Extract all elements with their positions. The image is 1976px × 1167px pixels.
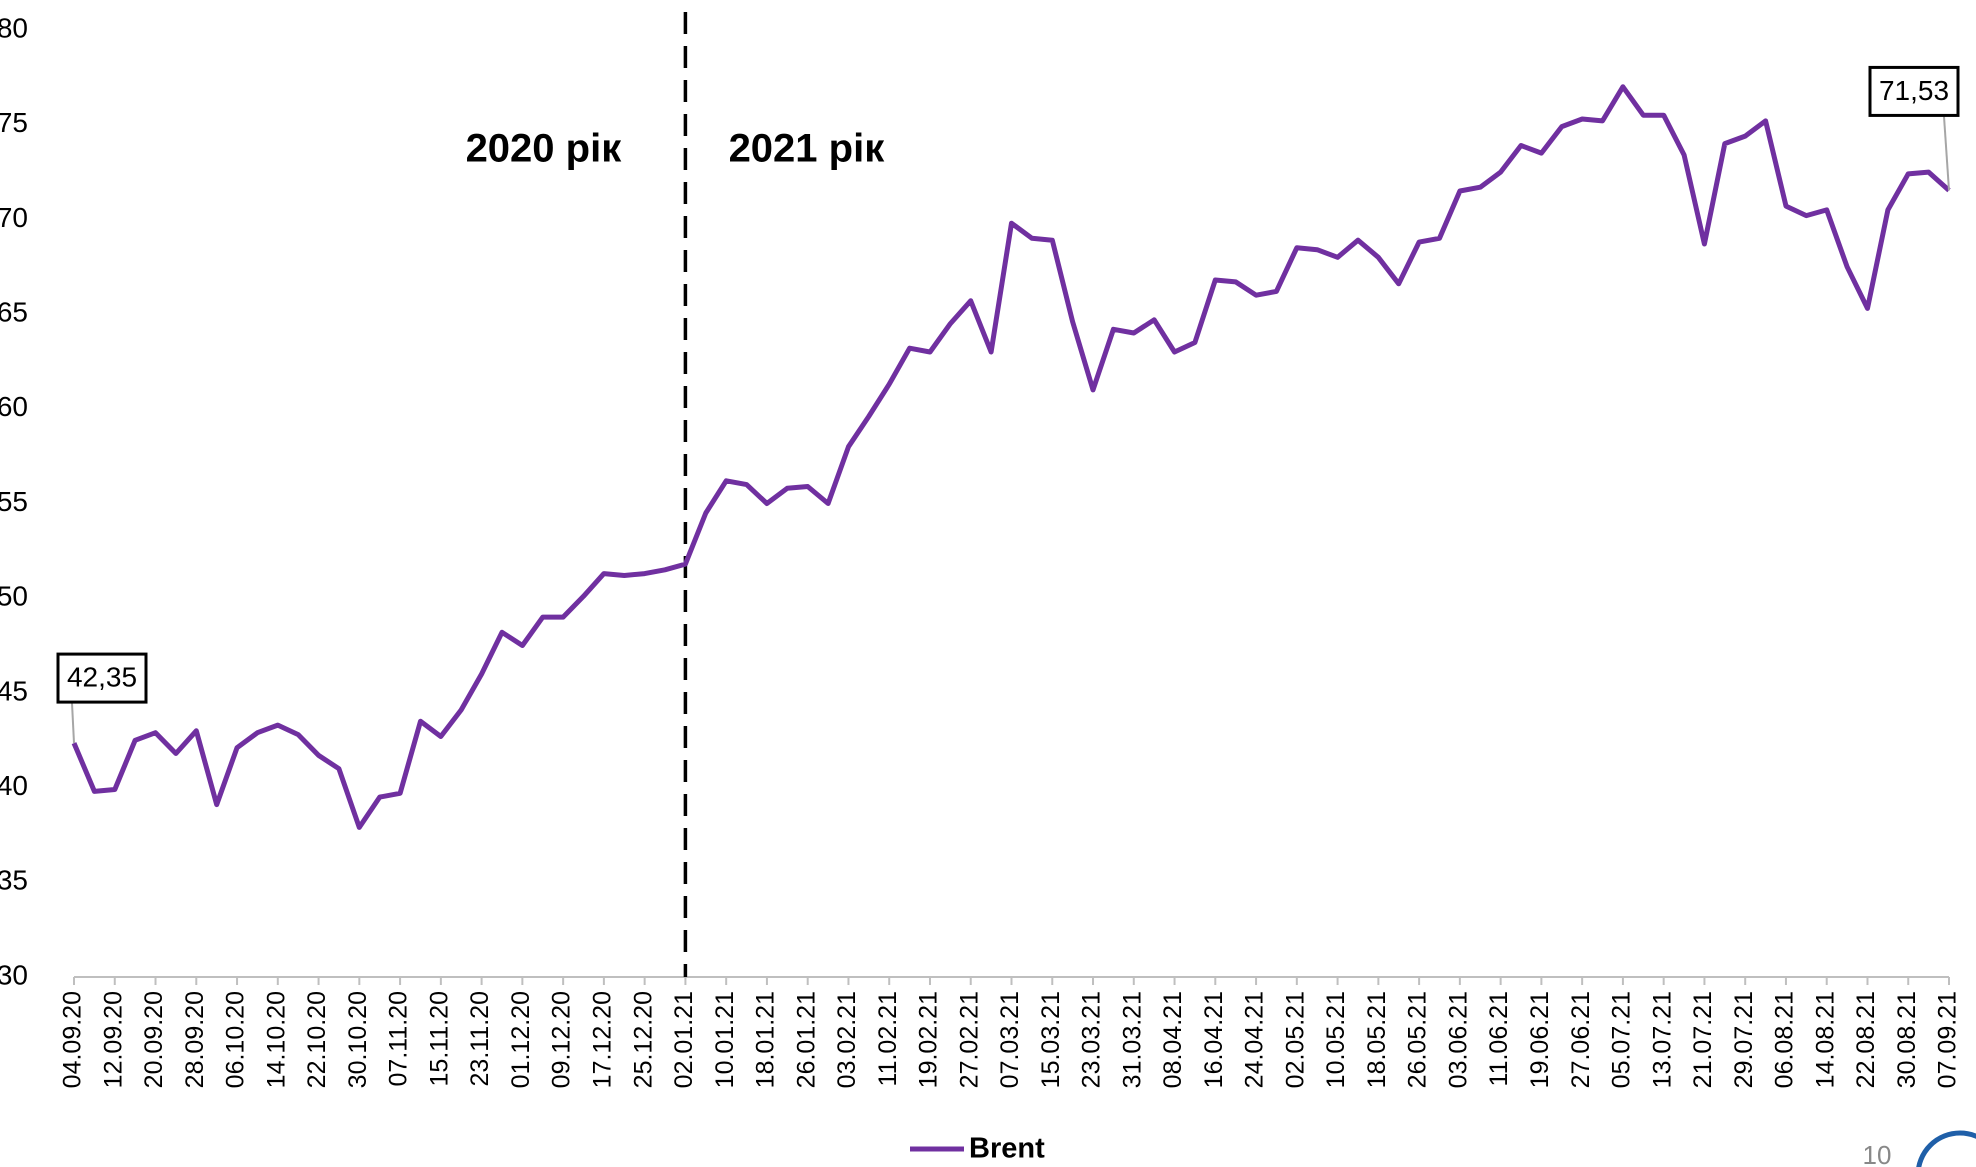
x-tick-label: 19.02.21 <box>915 991 943 1088</box>
annotation: 2020 рік <box>466 127 623 171</box>
x-tick-label: 09.12.20 <box>548 991 576 1088</box>
x-tick-label: 18.01.21 <box>752 991 780 1088</box>
x-tick-label: 22.10.20 <box>303 991 331 1088</box>
x-tick-label: 27.06.21 <box>1567 991 1595 1088</box>
y-tick-label: 60 <box>0 391 28 422</box>
x-tick-label: 15.11.20 <box>425 991 453 1086</box>
x-tick-label: 08.04.21 <box>1159 991 1187 1088</box>
x-tick-label: 10.01.21 <box>711 991 739 1088</box>
x-tick-label: 23.03.21 <box>1078 991 1106 1088</box>
x-tick-label: 13.07.21 <box>1648 991 1676 1088</box>
legend-label: Brent <box>969 1133 1045 1165</box>
series-line <box>71 84 1951 830</box>
annotation: 2021 рік <box>729 127 886 171</box>
x-tick-label: 11.02.21 <box>874 991 902 1086</box>
x-tick-label: 12.09.20 <box>99 991 127 1088</box>
y-tick-label: 80 <box>0 12 28 43</box>
x-tick-label: 20.09.20 <box>140 991 168 1088</box>
x-tick-label: 01.12.20 <box>507 991 535 1088</box>
logo <box>1916 1130 1976 1167</box>
x-tick-label: 02.01.21 <box>670 991 698 1088</box>
x-tick-label: 06.10.20 <box>222 991 250 1088</box>
label-leader <box>1943 116 1950 191</box>
y-tick-label: 35 <box>0 865 28 896</box>
x-tick-label: 11.06.21 <box>1485 991 1513 1086</box>
x-tick-label: 14.08.21 <box>1811 991 1839 1088</box>
y-tick-label: 50 <box>0 581 28 612</box>
x-tick-label: 30.10.20 <box>344 991 372 1088</box>
data-label: 71,53 <box>1879 75 1949 106</box>
y-tick-label: 65 <box>0 296 28 327</box>
data-label: 42,35 <box>67 661 137 692</box>
page-number: 10 <box>1863 1140 1892 1167</box>
x-tick-label: 17.12.20 <box>589 991 617 1088</box>
x-tick-label: 16.04.21 <box>1200 991 1228 1088</box>
x-tick-label: 05.07.21 <box>1608 991 1636 1088</box>
x-tick-label: 31.03.21 <box>1118 991 1146 1088</box>
x-tick-label: 22.08.21 <box>1852 991 1880 1088</box>
x-tick-label: 03.06.21 <box>1444 991 1472 1088</box>
x-tick-label: 29.07.21 <box>1730 991 1758 1088</box>
x-tick-label: 25.12.20 <box>629 991 657 1088</box>
y-tick-label: 75 <box>0 107 28 138</box>
y-tick-label: 45 <box>0 675 28 706</box>
x-tick-label: 27.02.21 <box>955 991 983 1088</box>
x-tick-label: 07.03.21 <box>996 991 1024 1088</box>
y-tick-label: 30 <box>0 959 28 990</box>
x-tick-label: 04.09.20 <box>59 991 87 1088</box>
x-tick-label: 15.03.21 <box>1037 991 1065 1088</box>
label-box <box>56 652 148 704</box>
x-tick-label: 28.09.20 <box>181 991 209 1088</box>
x-tick-label: 30.08.21 <box>1893 991 1921 1088</box>
x-tick-label: 26.05.21 <box>1404 991 1432 1088</box>
y-tick-label: 55 <box>0 486 28 517</box>
x-tick-label: 14.10.20 <box>262 991 290 1088</box>
x-tick-label: 18.05.21 <box>1363 991 1391 1088</box>
x-tick-label: 19.06.21 <box>1526 991 1554 1088</box>
x-tick-label: 21.07.21 <box>1689 991 1717 1088</box>
y-tick-label: 70 <box>0 202 28 233</box>
x-tick-label: 23.11.20 <box>466 991 494 1086</box>
x-tick-label: 07.09.21 <box>1934 991 1962 1088</box>
x-tick-label: 06.08.21 <box>1771 991 1799 1088</box>
x-tick-label: 10.05.21 <box>1322 991 1350 1088</box>
y-tick-label: 40 <box>0 770 28 801</box>
label-box <box>1868 65 1960 117</box>
x-tick-label: 26.01.21 <box>792 991 820 1088</box>
x-tick-label: 07.11.20 <box>385 991 413 1086</box>
x-tick-label: 24.04.21 <box>1241 991 1269 1088</box>
x-tick-label: 03.02.21 <box>833 991 861 1088</box>
x-tick-label: 02.05.21 <box>1281 991 1309 1088</box>
label-leader <box>71 703 75 744</box>
